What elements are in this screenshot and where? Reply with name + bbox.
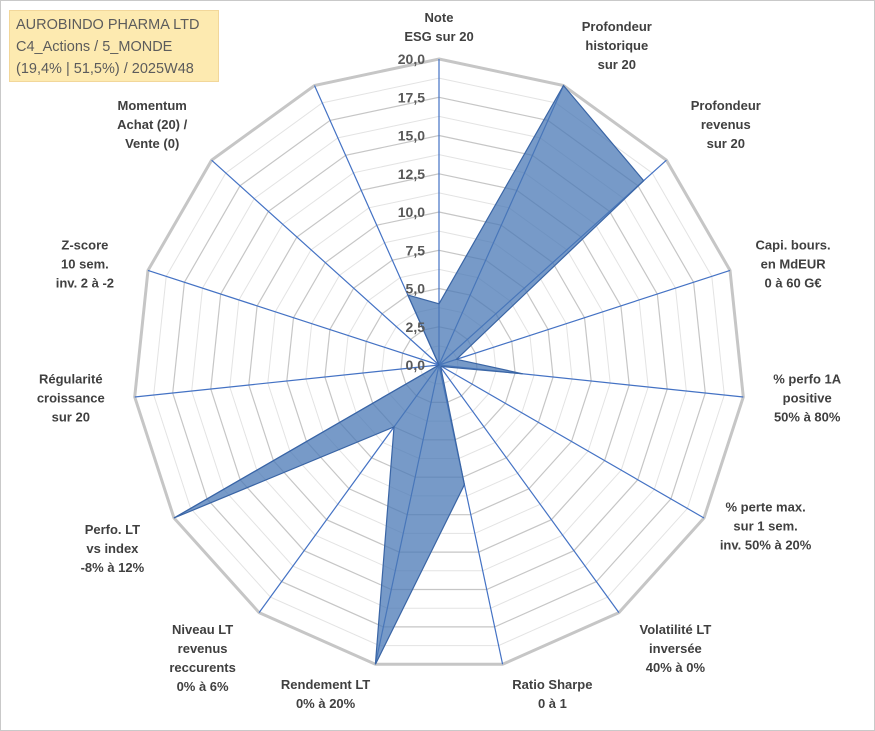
axis-label-line: Z-score	[61, 237, 108, 252]
axis-label-line: revenus	[178, 641, 228, 656]
tick-label: 17,5	[398, 89, 425, 105]
grid-ring-major	[172, 96, 706, 628]
axis-label-line: croissance	[37, 390, 105, 405]
axis-label: % perfo 1A positive 50% à 80%	[773, 371, 842, 424]
radar-spoke	[438, 364, 620, 613]
tick-label: 12,5	[398, 166, 425, 182]
grid-ring-major	[210, 134, 668, 591]
axis-label: Profondeur revenus sur 20	[691, 98, 761, 151]
axis-label-line: % perfo 1A	[773, 371, 842, 386]
axis-label-line: 50% à 80%	[774, 409, 841, 424]
axis-label-line: reccurents	[169, 660, 235, 675]
axis-label-line: en MdEUR	[761, 256, 827, 271]
tick-label: 20,0	[398, 51, 425, 67]
grid-ring-major	[133, 57, 745, 666]
axis-label-line: historique	[585, 38, 648, 53]
axis-label-line: inversée	[649, 641, 702, 656]
axis-label: Rendement LT 0% à 20%	[281, 677, 370, 711]
axis-label: Régularité croissance sur 20	[37, 371, 105, 424]
axis-label-line: sur 1 sem.	[733, 519, 797, 534]
axis-label-line: 0 à 1	[538, 696, 567, 711]
grid-ring-minor	[153, 77, 725, 647]
radar-tick-labels: 0,0 2,5 5,0 7,5 10,0 12,5 15,0 17,5 20,0	[398, 51, 425, 373]
axis-label-line: sur 20	[707, 136, 745, 151]
axis-label-line: Achat (20) /	[117, 117, 187, 132]
axis-label: Perfo. LT vs index -8% à 12%	[81, 522, 145, 575]
title-line-stats: (19,4% | 51,5%) / 2025W48	[16, 61, 194, 77]
axis-label: Z-score 10 sem. inv. 2 à -2	[56, 237, 114, 290]
axis-label-line: ESG sur 20	[404, 29, 473, 44]
axis-label-line: Rendement LT	[281, 677, 370, 692]
title-line-category: C4_Actions / 5_MONDE	[16, 39, 173, 55]
axis-label: Momentum Achat (20) / Vente (0)	[117, 98, 187, 151]
axis-label-line: Profondeur	[691, 98, 761, 113]
tick-label: 10,0	[398, 204, 425, 220]
tick-label: 5,0	[406, 281, 426, 297]
axis-label-line: 40% à 0%	[646, 660, 706, 675]
axis-label-line: vs index	[86, 541, 139, 556]
axis-label: Niveau LT revenus reccurents 0% à 6%	[169, 622, 235, 694]
axis-label-line: 0% à 6%	[177, 679, 229, 694]
tick-label: 7,5	[406, 242, 426, 258]
axis-label-line: Profondeur	[582, 19, 652, 34]
axis-label: Note ESG sur 20	[404, 10, 473, 44]
axis-label-line: -8% à 12%	[81, 560, 145, 575]
axis-label-line: sur 20	[598, 57, 636, 72]
axis-label: Volatilité LT inversée 40% à 0%	[640, 622, 712, 675]
grid-ring-minor	[191, 115, 687, 609]
axis-label-line: Niveau LT	[172, 622, 233, 637]
axis-label-line: Capi. bours.	[756, 237, 831, 252]
axis-label-line: revenus	[701, 117, 751, 132]
radar-axis-labels: Note ESG sur 20 Profondeur historique sur 20…	[37, 10, 842, 711]
axis-label-line: inv. 2 à -2	[56, 275, 114, 290]
axis-label-line: sur 20	[52, 409, 90, 424]
grid-ring-major	[248, 173, 630, 553]
axis-label-line: Volatilité LT	[640, 622, 712, 637]
axis-label-line: inv. 50% à 20%	[720, 538, 812, 553]
axis-label-line: Note	[425, 10, 454, 25]
tick-label: 0,0	[406, 357, 426, 373]
axis-label-line: 0% à 20%	[296, 696, 356, 711]
radar-grid	[133, 57, 745, 666]
axis-label-line: 0 à 60 G€	[765, 275, 822, 290]
axis-label-line: 10 sem.	[61, 256, 109, 271]
radar-series	[173, 84, 645, 665]
axis-label-line: Vente (0)	[125, 136, 179, 151]
tick-label: 2,5	[406, 319, 426, 335]
axis-label-line: Ratio Sharpe	[512, 677, 592, 692]
axis-label: Ratio Sharpe 0 à 1	[512, 677, 592, 711]
series-area	[173, 84, 645, 665]
axis-label: Capi. bours. en MdEUR 0 à 60 G€	[756, 237, 831, 290]
axis-label: % perte max. sur 1 sem. inv. 50% à 20%	[720, 500, 812, 553]
radar-spoke	[438, 269, 731, 366]
axis-label-line: Momentum	[118, 98, 187, 113]
axis-label-line: positive	[783, 390, 832, 405]
radar-spoke	[134, 364, 440, 398]
chart-title-box: AUROBINDO PHARMA LTD C4_Actions / 5_MOND…	[9, 10, 219, 82]
tick-label: 15,0	[398, 128, 425, 144]
axis-label-line: Régularité	[39, 371, 103, 386]
axis-label-line: % perte max.	[725, 500, 805, 515]
axis-label-line: Perfo. LT	[85, 522, 140, 537]
radar-spoke	[147, 269, 440, 366]
radar-spoke	[438, 364, 705, 519]
radar-spoke	[211, 159, 440, 366]
grid-ring-minor	[229, 154, 649, 572]
title-line-company: AUROBINDO PHARMA LTD	[16, 17, 200, 33]
axis-label: Profondeur historique sur 20	[582, 19, 652, 72]
